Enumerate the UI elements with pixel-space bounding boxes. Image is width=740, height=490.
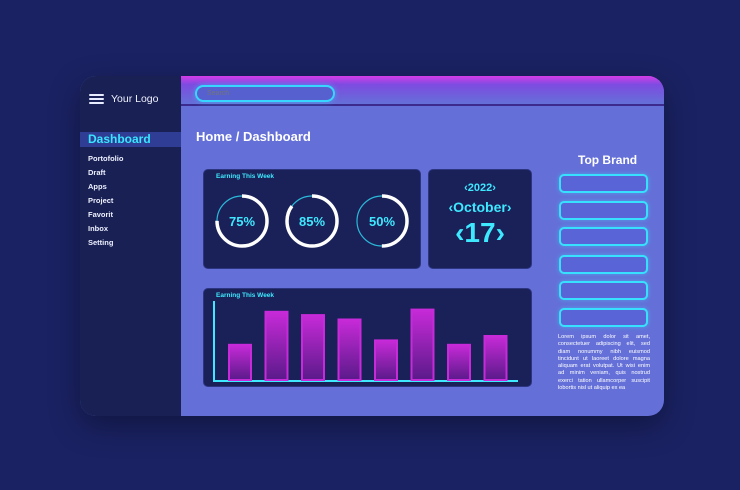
brand-box-5[interactable] <box>559 281 648 300</box>
search-input[interactable] <box>195 85 335 102</box>
sidebar-item-project[interactable]: Project <box>88 196 114 205</box>
date-month[interactable]: ‹October› <box>448 199 512 215</box>
sidebar-item-favorit[interactable]: Favorit <box>88 210 114 219</box>
donut-chart-2: 85% <box>284 193 340 249</box>
top-brand-description: Lorem ipsum dolor sit amet, consectetuer… <box>558 334 650 392</box>
bar-6[interactable] <box>410 308 435 382</box>
sidebar-item-draft[interactable]: Draft <box>88 168 106 177</box>
top-bar <box>181 76 664 106</box>
brand-box-2[interactable] <box>559 201 648 220</box>
bar-8[interactable] <box>483 335 508 381</box>
bar-5[interactable] <box>374 339 398 381</box>
date-year[interactable]: ‹2022› <box>464 182 496 194</box>
donut-chart-1: 75% <box>214 193 270 249</box>
top-brand-title: Top Brand <box>578 153 638 167</box>
sidebar-item-dashboard[interactable]: Dashboard <box>80 132 181 147</box>
earnings-card-title: Earning This Week <box>216 173 275 180</box>
bar-4[interactable] <box>337 318 362 381</box>
donut-chart-3: 50% <box>354 193 410 249</box>
earnings-card: Earning This Week 75% 85% 50% <box>203 169 421 269</box>
earnings-chart-card: Earning This Week <box>203 288 532 387</box>
donut-label-3: 50% <box>368 213 396 229</box>
bar-7[interactable] <box>447 343 471 381</box>
brand-box-3[interactable] <box>559 227 648 246</box>
logo[interactable]: Your Logo <box>89 93 159 105</box>
sidebar: Your Logo Dashboard Portofolio Draft App… <box>80 76 181 416</box>
menu-icon[interactable] <box>89 94 104 104</box>
brand-box-4[interactable] <box>559 255 648 274</box>
donut-label-1: 75% <box>228 213 256 229</box>
earnings-chart-title: Earning This Week <box>216 292 275 299</box>
sidebar-item-inbox[interactable]: Inbox <box>88 224 108 233</box>
sidebar-item-setting[interactable]: Setting <box>88 238 114 247</box>
sidebar-item-portofolio[interactable]: Portofolio <box>88 154 124 163</box>
donut-label-2: 85% <box>298 213 326 229</box>
bar-chart <box>213 301 518 382</box>
dashboard-window: Your Logo Dashboard Portofolio Draft App… <box>80 76 664 416</box>
sidebar-nav: Portofolio Draft Apps Project Favorit In… <box>88 152 123 250</box>
logo-text: Your Logo <box>111 93 159 105</box>
brand-box-6[interactable] <box>559 308 648 327</box>
bar-3[interactable] <box>301 314 325 382</box>
bar-1[interactable] <box>228 343 252 381</box>
bar-2[interactable] <box>264 310 289 381</box>
sidebar-item-apps[interactable]: Apps <box>88 182 107 191</box>
date-day[interactable]: ‹17› <box>455 217 505 248</box>
brand-box-1[interactable] <box>559 174 648 193</box>
date-card: ‹2022› ‹October› ‹17› <box>428 169 532 269</box>
breadcrumb: Home / Dashboard <box>196 129 311 144</box>
